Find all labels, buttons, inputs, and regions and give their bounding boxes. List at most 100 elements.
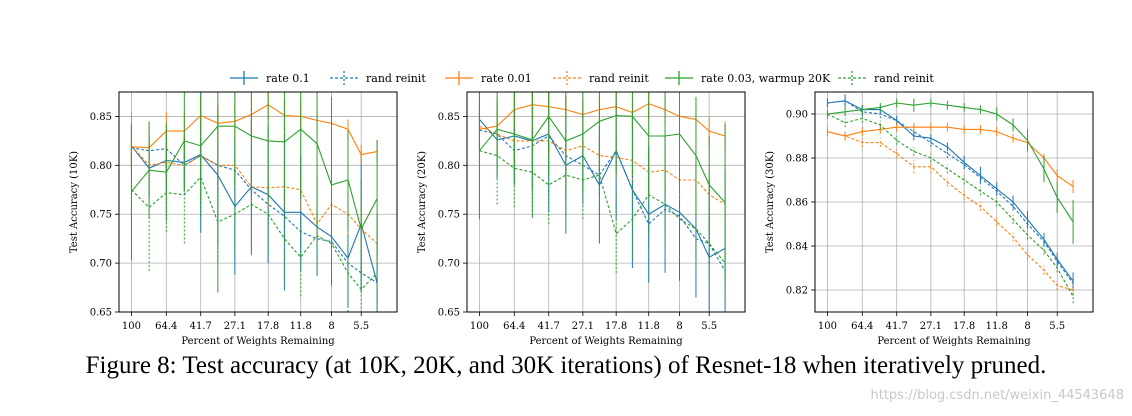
series-6 bbox=[478, 101, 726, 303]
series-1 bbox=[130, 92, 378, 312]
legend-label: rand reinit bbox=[589, 72, 649, 85]
series-5 bbox=[826, 98, 1074, 244]
series-4 bbox=[130, 126, 378, 264]
x-tick-label: 11.8 bbox=[986, 321, 1008, 332]
series-line bbox=[478, 114, 726, 203]
axes-frame bbox=[466, 91, 746, 313]
grid bbox=[815, 92, 1093, 312]
x-tick-label: 41.7 bbox=[538, 321, 560, 332]
series-line bbox=[130, 145, 378, 283]
series-line bbox=[827, 102, 1074, 223]
series-line bbox=[827, 126, 1074, 188]
series-1 bbox=[826, 94, 1074, 290]
series-2 bbox=[130, 128, 378, 303]
x-tick-label: 64.4 bbox=[155, 321, 177, 332]
y-tick-label: 0.88 bbox=[786, 154, 808, 165]
x-axis-label: Percent of Weights Remaining bbox=[529, 336, 683, 347]
series-line bbox=[130, 145, 378, 245]
chart-panels: 100 64.4 41.7 27.1 17.8 11.8 8 5.5 0.65 0.70 0.75 0… bbox=[69, 91, 1094, 347]
y-axis-label: Test Accuracy (10K) bbox=[69, 151, 80, 253]
series-4 bbox=[826, 127, 1074, 295]
x-tick-label: 8 bbox=[328, 321, 334, 332]
legend-entry: rand reinit bbox=[553, 71, 649, 85]
series-6 bbox=[130, 137, 378, 312]
plot-area bbox=[130, 92, 378, 312]
series-6 bbox=[826, 109, 1074, 304]
y-tick-label: 0.85 bbox=[438, 112, 460, 123]
legend-entry: rate 0.03, warmup 20K bbox=[665, 71, 831, 85]
y-tick-label: 0.70 bbox=[90, 259, 112, 270]
series-1 bbox=[478, 92, 726, 312]
axes-frame bbox=[118, 91, 398, 313]
legend-entry: rate 0.01 bbox=[445, 71, 532, 85]
series-3 bbox=[826, 122, 1074, 194]
series-line bbox=[130, 125, 378, 231]
series-3 bbox=[130, 92, 378, 181]
x-tick-label: 11.8 bbox=[638, 321, 660, 332]
x-tick-label: 100 bbox=[818, 321, 837, 332]
x-tick-label: 41.7 bbox=[190, 321, 212, 332]
y-tick-label: 0.80 bbox=[90, 161, 112, 172]
y-tick-label: 0.75 bbox=[90, 210, 112, 221]
x-tick-label: 41.7 bbox=[886, 321, 908, 332]
y-tick-label: 0.75 bbox=[438, 210, 460, 221]
legend: rate 0.1 rand reinit rate 0.01 rand reinit r… bbox=[230, 71, 934, 85]
y-tick-label: 0.80 bbox=[438, 161, 460, 172]
x-tick-label: 64.4 bbox=[503, 321, 525, 332]
series-line bbox=[131, 104, 378, 156]
x-tick-label: 100 bbox=[470, 321, 489, 332]
legend-entry: rand reinit bbox=[330, 71, 426, 85]
y-axis-label: Test Accuracy (30K) bbox=[765, 151, 776, 253]
series-line bbox=[827, 131, 1074, 291]
y-axis-label: Test Accuracy (20K) bbox=[417, 151, 428, 253]
x-tick-label: 5.5 bbox=[353, 321, 369, 332]
series-5 bbox=[130, 92, 378, 293]
series-line bbox=[827, 100, 1074, 284]
series-line bbox=[478, 119, 726, 258]
y-tick-label: 0.82 bbox=[786, 286, 808, 297]
series-line bbox=[479, 125, 726, 205]
x-tick-label: 27.1 bbox=[572, 321, 594, 332]
legend-entry: rand reinit bbox=[838, 71, 934, 85]
series-line bbox=[479, 129, 726, 272]
plot-area bbox=[478, 92, 726, 312]
legend-label: rand reinit bbox=[366, 72, 426, 85]
x-tick-label: 17.8 bbox=[953, 321, 975, 332]
x-tick-label: 17.8 bbox=[605, 321, 627, 332]
x-tick-label: 5.5 bbox=[701, 321, 717, 332]
watermark: https://blog.csdn.net/weixin_44543648 bbox=[870, 388, 1124, 403]
series-line bbox=[131, 176, 378, 291]
x-tick-label: 64.4 bbox=[851, 321, 873, 332]
legend-entry: rate 0.1 bbox=[230, 71, 310, 85]
x-tick-label: 100 bbox=[122, 321, 141, 332]
legend-label: rand reinit bbox=[874, 72, 934, 85]
x-tick-label: 17.8 bbox=[257, 321, 279, 332]
figure-caption: Figure 8: Test accuracy (at 10K, 20K, an… bbox=[85, 352, 1047, 379]
x-tick-label: 5.5 bbox=[1049, 321, 1065, 332]
y-tick-label: 0.85 bbox=[90, 112, 112, 123]
legend-label: rate 0.03, warmup 20K bbox=[701, 72, 831, 85]
series-line bbox=[479, 150, 726, 264]
y-tick-label: 0.86 bbox=[786, 198, 808, 209]
series-line bbox=[479, 103, 726, 137]
series-line bbox=[827, 100, 1074, 282]
plot-area bbox=[826, 94, 1074, 304]
series-line bbox=[827, 113, 1074, 297]
y-tick-label: 0.90 bbox=[786, 110, 808, 121]
figure: rate 0.1 rand reinit rate 0.01 rand reinit r… bbox=[69, 71, 1094, 347]
x-tick-label: 8 bbox=[676, 321, 682, 332]
y-tick-label: 0.65 bbox=[438, 308, 460, 319]
y-tick-label: 0.84 bbox=[786, 242, 808, 253]
y-tick-label: 0.70 bbox=[438, 259, 460, 270]
x-tick-label: 11.8 bbox=[290, 321, 312, 332]
y-tick-label: 0.65 bbox=[90, 308, 112, 319]
legend-label: rate 0.1 bbox=[266, 72, 310, 85]
legend-label: rate 0.01 bbox=[481, 72, 532, 85]
chart-panel-2: 100 64.4 41.7 27.1 17.8 11.8 8 5.5 0.65 0.70 0.75 0… bbox=[417, 91, 746, 347]
x-axis-label: Percent of Weights Remaining bbox=[181, 336, 335, 347]
chart-panel-1: 100 64.4 41.7 27.1 17.8 11.8 8 5.5 0.65 0.70 0.75 0… bbox=[69, 91, 398, 347]
series-2 bbox=[826, 96, 1074, 288]
chart-panel-3: 100 64.4 41.7 27.1 17.8 11.8 8 5.5 0.82 0.84 0.86 0… bbox=[765, 91, 1094, 347]
x-tick-label: 8 bbox=[1024, 321, 1030, 332]
x-axis-label: Percent of Weights Remaining bbox=[877, 336, 1031, 347]
